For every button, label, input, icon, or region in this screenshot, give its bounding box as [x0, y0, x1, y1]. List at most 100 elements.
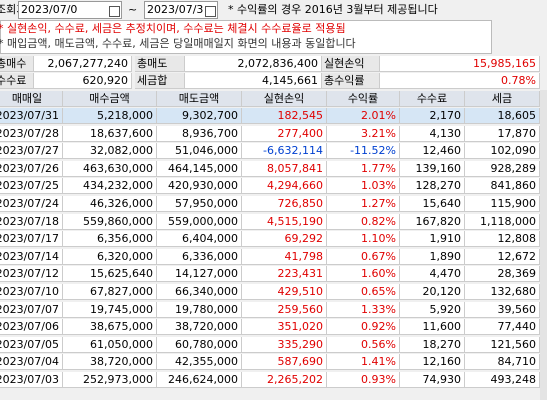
- table-cell[interactable]: 726,850: [242, 196, 327, 212]
- table-cell[interactable]: 14,127,000: [157, 266, 242, 283]
- table-cell[interactable]: 559,860,000: [63, 213, 157, 230]
- table-cell[interactable]: 2023/07/24: [0, 196, 63, 212]
- table-cell[interactable]: 19,745,000: [63, 301, 157, 318]
- table-cell[interactable]: 8,936,700: [157, 125, 242, 142]
- table-cell[interactable]: 420,930,000: [157, 178, 242, 195]
- table-cell[interactable]: 277,400: [242, 125, 327, 142]
- table-cell[interactable]: 128,270: [400, 178, 465, 195]
- table-cell[interactable]: 4,294,660: [242, 178, 327, 195]
- table-cell[interactable]: 46,326,000: [63, 196, 157, 212]
- table-cell[interactable]: 6,336,000: [157, 248, 242, 265]
- table-cell[interactable]: 2023/07/07: [0, 301, 63, 318]
- table-cell[interactable]: 121,560: [465, 336, 540, 353]
- table-cell[interactable]: 1.33%: [327, 301, 400, 318]
- table-cell[interactable]: 2023/07/28: [0, 125, 63, 142]
- table-cell[interactable]: 2023/07/05: [0, 336, 63, 353]
- table-cell[interactable]: 1,890: [400, 248, 465, 265]
- table-cell[interactable]: 928,289: [465, 160, 540, 177]
- table-cell[interactable]: 51,046,000: [157, 143, 242, 160]
- scrollbar[interactable]: [540, 90, 547, 400]
- table-cell[interactable]: 38,675,000: [63, 319, 157, 336]
- table-cell[interactable]: 41,798: [242, 248, 327, 265]
- table-cell[interactable]: 0.93%: [327, 372, 400, 388]
- table-cell[interactable]: 2,265,202: [242, 372, 327, 388]
- table-cell[interactable]: 67,827,000: [63, 284, 157, 300]
- table-cell[interactable]: 39,560: [465, 301, 540, 318]
- table-cell[interactable]: 2.01%: [327, 108, 400, 124]
- table-cell[interactable]: 2023/07/25: [0, 178, 63, 195]
- table-cell[interactable]: 15,640: [400, 196, 465, 212]
- table-cell[interactable]: 246,624,000: [157, 372, 242, 388]
- table-cell[interactable]: 61,050,000: [63, 336, 157, 353]
- table-cell[interactable]: -11.52%: [327, 143, 400, 160]
- table-cell[interactable]: 2023/07/31: [0, 108, 63, 124]
- table-cell[interactable]: 463,630,000: [63, 160, 157, 177]
- table-cell[interactable]: 12,460: [400, 143, 465, 160]
- table-cell[interactable]: 0.56%: [327, 336, 400, 353]
- table-cell[interactable]: 2023/07/17: [0, 231, 63, 248]
- table-cell[interactable]: 182,545: [242, 108, 327, 124]
- table-cell[interactable]: 1.77%: [327, 160, 400, 177]
- table-cell[interactable]: 0.67%: [327, 248, 400, 265]
- table-cell[interactable]: -6,632,114: [242, 143, 327, 160]
- table-cell[interactable]: 132,680: [465, 284, 540, 300]
- table-cell[interactable]: 493,248: [465, 372, 540, 388]
- table-cell[interactable]: 3.21%: [327, 125, 400, 142]
- table-cell[interactable]: 12,160: [400, 354, 465, 371]
- table-cell[interactable]: 4,515,190: [242, 213, 327, 230]
- table-cell[interactable]: 18,605: [465, 108, 540, 124]
- table-cell[interactable]: 4,130: [400, 125, 465, 142]
- table-cell[interactable]: 19,780,000: [157, 301, 242, 318]
- table-cell[interactable]: 6,320,000: [63, 248, 157, 265]
- table-cell[interactable]: 587,690: [242, 354, 327, 371]
- table-cell[interactable]: 1.41%: [327, 354, 400, 371]
- table-cell[interactable]: 167,820: [400, 213, 465, 230]
- table-cell[interactable]: 57,950,000: [157, 196, 242, 212]
- table-cell[interactable]: 9,302,700: [157, 108, 242, 124]
- table-cell[interactable]: 429,510: [242, 284, 327, 300]
- table-cell[interactable]: 2023/07/26: [0, 160, 63, 177]
- table-cell[interactable]: 1.60%: [327, 266, 400, 283]
- table-cell[interactable]: 0.92%: [327, 319, 400, 336]
- table-cell[interactable]: 841,860: [465, 178, 540, 195]
- table-cell[interactable]: 2023/07/27: [0, 143, 63, 160]
- table-cell[interactable]: 0.65%: [327, 284, 400, 300]
- table-cell[interactable]: 1.10%: [327, 231, 400, 248]
- table-cell[interactable]: 335,290: [242, 336, 327, 353]
- table-cell[interactable]: 464,145,000: [157, 160, 242, 177]
- table-cell[interactable]: 139,160: [400, 160, 465, 177]
- table-cell[interactable]: 8,057,841: [242, 160, 327, 177]
- table-cell[interactable]: 2023/07/12: [0, 266, 63, 283]
- table-cell[interactable]: 2023/07/04: [0, 354, 63, 371]
- table-cell[interactable]: 5,218,000: [63, 108, 157, 124]
- start-date[interactable]: 2023/07/0: [18, 1, 122, 19]
- table-cell[interactable]: 17,870: [465, 125, 540, 142]
- table-cell[interactable]: 5,920: [400, 301, 465, 318]
- table-cell[interactable]: 6,404,000: [157, 231, 242, 248]
- end-date[interactable]: 2023/07/3: [144, 1, 218, 19]
- table-cell[interactable]: 559,000,000: [157, 213, 242, 230]
- table-cell[interactable]: 259,560: [242, 301, 327, 318]
- table-cell[interactable]: 434,232,000: [63, 178, 157, 195]
- table-cell[interactable]: 69,292: [242, 231, 327, 248]
- table-cell[interactable]: 351,020: [242, 319, 327, 336]
- table-cell[interactable]: 18,270: [400, 336, 465, 353]
- table-cell[interactable]: 2023/07/14: [0, 248, 63, 265]
- table-cell[interactable]: 20,120: [400, 284, 465, 300]
- table-cell[interactable]: 2023/07/18: [0, 213, 63, 230]
- table-cell[interactable]: 2023/07/03: [0, 372, 63, 388]
- table-cell[interactable]: 1,118,000: [465, 213, 540, 230]
- table-cell[interactable]: 11,600: [400, 319, 465, 336]
- table-cell[interactable]: 38,720,000: [157, 319, 242, 336]
- table-cell[interactable]: 223,431: [242, 266, 327, 283]
- table-cell[interactable]: 2,170: [400, 108, 465, 124]
- table-cell[interactable]: 60,780,000: [157, 336, 242, 353]
- table-cell[interactable]: 2023/07/10: [0, 284, 63, 300]
- table-cell[interactable]: 42,355,000: [157, 354, 242, 371]
- table-cell[interactable]: 28,369: [465, 266, 540, 283]
- table-cell[interactable]: 77,440: [465, 319, 540, 336]
- table-cell[interactable]: 38,720,000: [63, 354, 157, 371]
- table-cell[interactable]: 15,625,640: [63, 266, 157, 283]
- table-cell[interactable]: 4,470: [400, 266, 465, 283]
- table-cell[interactable]: 252,973,000: [63, 372, 157, 388]
